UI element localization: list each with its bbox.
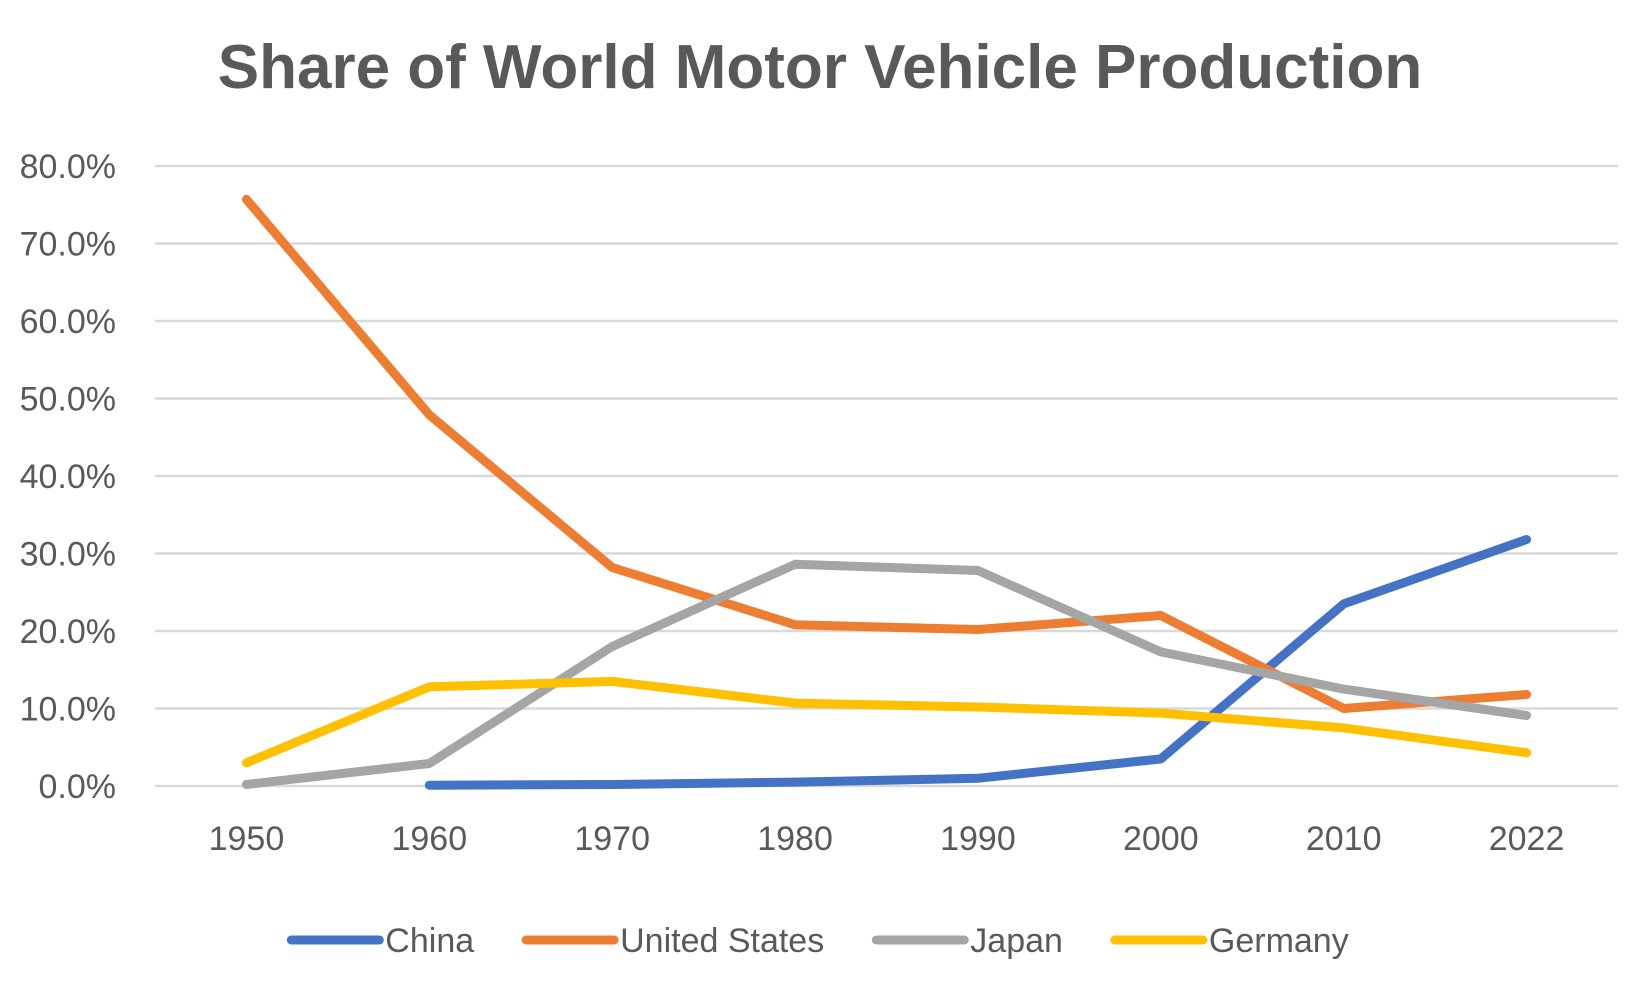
legend-label: Germany (1209, 922, 1349, 960)
y-tick-label: 10.0% (20, 691, 116, 729)
x-tick-label: 1960 (391, 820, 467, 858)
series-lines (241, 194, 1532, 790)
series-line-japan (241, 559, 1532, 789)
x-tick-label: 1990 (940, 820, 1016, 858)
y-tick-label: 60.0% (20, 303, 116, 341)
x-tick-label: 2010 (1306, 820, 1382, 858)
x-tick-label: 1980 (757, 820, 833, 858)
series-line-china (424, 535, 1532, 790)
legend-item-china: China (286, 922, 474, 960)
legend-label: United States (620, 922, 824, 960)
legend-label: Japan (970, 922, 1063, 960)
y-tick-label: 50.0% (20, 381, 116, 419)
legend-item-germany: Germany (1110, 922, 1349, 960)
y-tick-label: 80.0% (20, 148, 116, 186)
legend: China United States Japan Germany (286, 922, 1349, 960)
y-tick-label: 20.0% (20, 613, 116, 651)
legend-item-united-states: United States (521, 922, 824, 960)
y-tick-label: 0.0% (39, 768, 117, 806)
x-tick-label: 2000 (1123, 820, 1199, 858)
y-tick-label: 40.0% (20, 458, 116, 496)
x-tick-label: 1950 (209, 820, 285, 858)
y-tick-label: 70.0% (20, 226, 116, 264)
gridlines (155, 164, 1618, 788)
x-tick-label: 2022 (1489, 820, 1565, 858)
x-tick-label: 1970 (574, 820, 650, 858)
x-axis-ticks: 1950 1960 1970 1980 1990 2000 2010 2022 (209, 820, 1565, 858)
chart-title: Share of World Motor Vehicle Production (218, 33, 1423, 102)
series-line-germany (241, 676, 1532, 768)
legend-item-japan: Japan (871, 922, 1063, 960)
y-tick-label: 30.0% (20, 536, 116, 574)
y-axis-ticks: 0.0% 10.0% 20.0% 30.0% 40.0% 50.0% 60.0% 70.0% 8… (20, 148, 116, 806)
series-line-united-states (241, 194, 1532, 713)
legend-label: China (385, 922, 474, 960)
